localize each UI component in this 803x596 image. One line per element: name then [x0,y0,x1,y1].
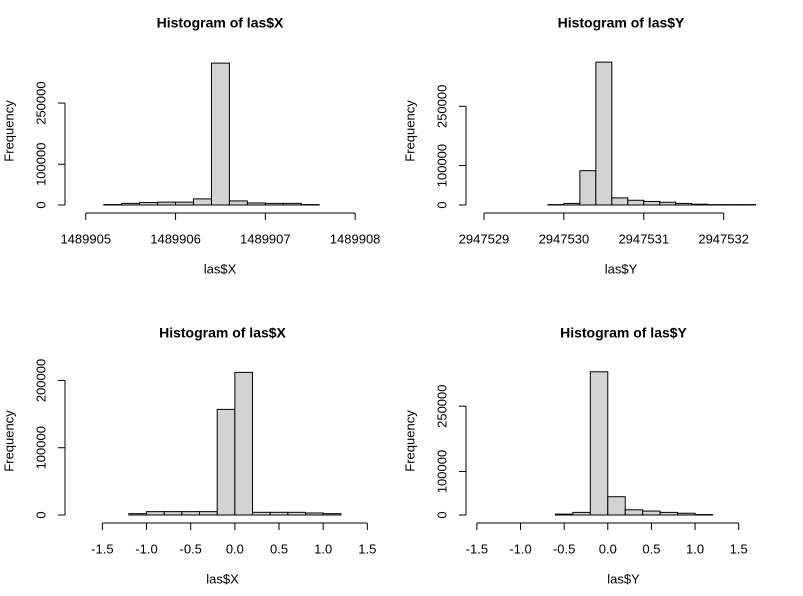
bar [246,202,266,206]
bar [175,201,195,206]
x-tick-label: 2947530 [539,231,590,246]
x-tick-label: 2947532 [698,231,749,246]
bar [210,62,230,206]
x-tick-label: -1.5 [91,541,113,556]
x-tick-label: -0.5 [553,541,575,556]
y-axis-label: Frequency [402,100,417,162]
x-tick-label: 0.0 [226,541,244,556]
bar [659,511,679,516]
x-axis-label: las$Y [605,261,638,276]
y-axis-label: Frequency [402,410,417,472]
bar [322,513,342,516]
x-axis-label: las$X [204,261,237,276]
x-tick-label: -1.0 [135,541,157,556]
bar [264,202,284,206]
y-tick-label: 200000 [33,359,48,402]
x-tick-label: 0.5 [642,541,660,556]
bar [121,202,141,206]
bar [252,511,271,516]
bar [305,512,324,516]
x-tick-label: 1.5 [730,541,748,556]
bar [199,511,218,516]
bar [216,408,236,516]
bar [193,198,212,206]
x-tick-label: 1.5 [358,541,376,556]
bar [563,202,581,206]
x-tick-label: 1489907 [240,231,291,246]
bar [675,202,693,206]
x-axis-label: las$Y [607,571,640,586]
y-tick-label: 100000 [33,143,48,186]
y-tick-label: 250000 [33,81,48,124]
bar [572,511,591,516]
bar [691,203,709,206]
x-tick-label: 1.0 [686,541,704,556]
x-tick-label: 1489908 [330,231,381,246]
y-tick-label: 250000 [434,384,449,427]
y-tick-label: 100000 [33,426,48,469]
x-axis-label: las$X [206,571,239,586]
bar [146,511,165,516]
bar [128,513,148,516]
bar [139,202,159,206]
bar [642,510,661,516]
x-tick-label: 2947529 [459,231,510,246]
bar [579,170,597,206]
bar [282,202,302,206]
x-tick-label: -1.5 [466,541,488,556]
bar [589,371,609,516]
x-tick-label: -0.5 [180,541,202,556]
y-tick-label: 100000 [434,450,449,493]
x-tick-label: 1489906 [150,231,201,246]
y-tick-label: 0 [33,511,48,518]
chart-title: Histogram of las$Y [558,15,685,31]
bar [163,511,183,516]
bar [627,199,645,206]
bar [228,200,248,206]
y-tick-label: 250000 [434,85,449,128]
x-tick-label: 1.0 [314,541,332,556]
bar [677,512,696,516]
bar [554,513,574,516]
y-tick-label: 100000 [434,144,449,187]
bar [157,201,177,206]
x-tick-label: 0.0 [599,541,617,556]
chart-title: Histogram of las$X [159,325,286,341]
bar [181,511,201,516]
y-tick-label: 0 [434,201,449,208]
x-tick-label: 2947531 [618,231,669,246]
bar [643,200,661,206]
chart-title: Histogram of las$Y [560,325,687,341]
y-tick-label: 0 [33,201,48,208]
y-axis-label: Frequency [1,410,16,472]
bar [624,509,644,516]
bar [659,201,677,206]
bar [269,511,289,516]
y-tick-label: 0 [434,511,449,518]
chart-title: Histogram of las$X [157,15,284,31]
y-axis-label: Frequency [1,100,16,162]
bar [234,371,254,516]
x-tick-label: 1489905 [60,231,111,246]
bar [595,61,613,206]
x-tick-label: -1.0 [509,541,531,556]
bar [287,511,307,516]
bar [607,496,626,516]
bar [611,197,629,206]
x-tick-label: 0.5 [270,541,288,556]
